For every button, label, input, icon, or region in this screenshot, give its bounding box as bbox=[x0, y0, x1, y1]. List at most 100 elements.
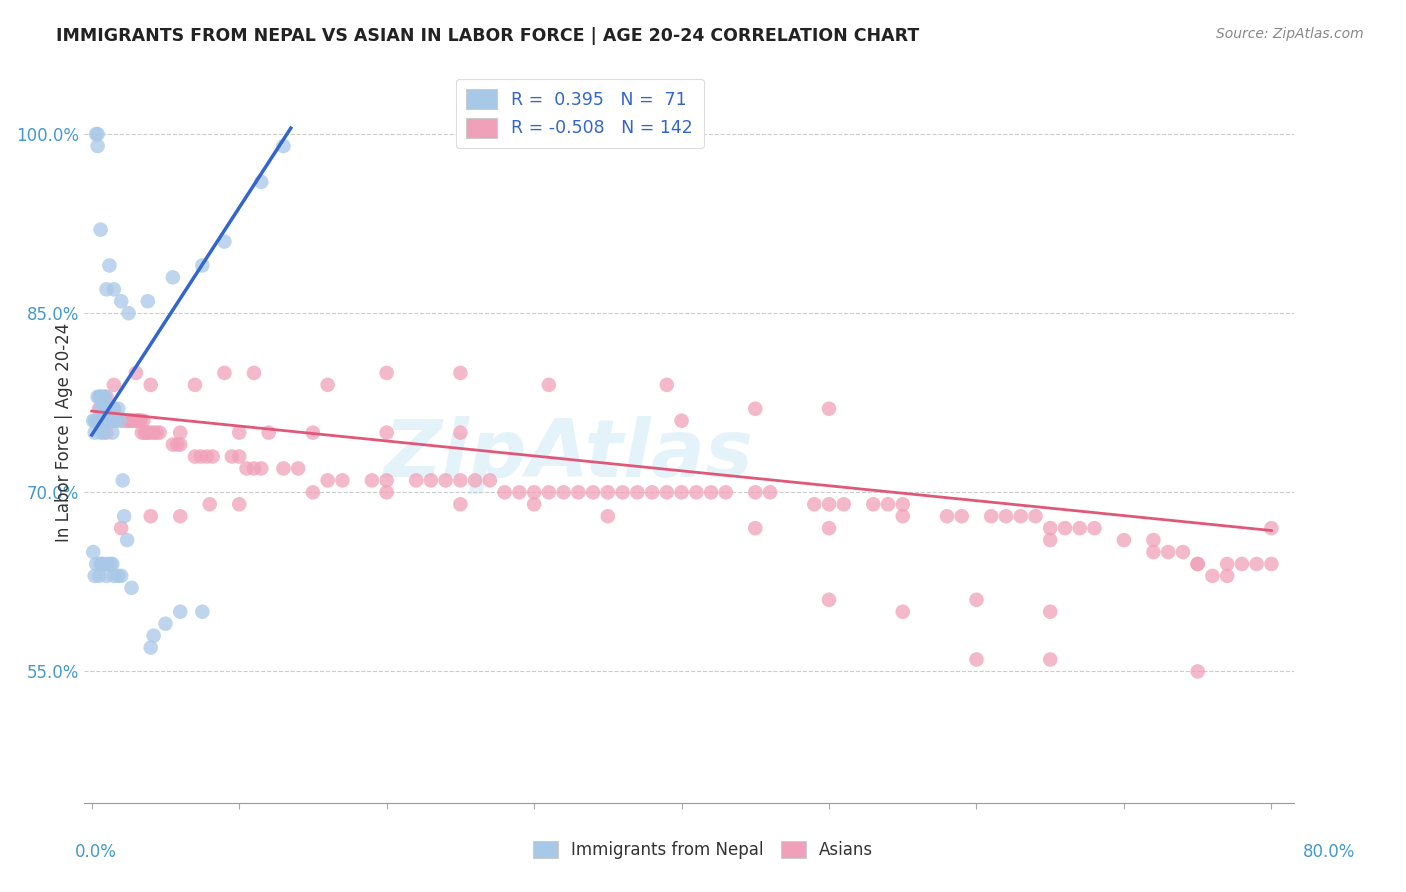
Point bbox=[169, 425, 191, 440]
Point bbox=[131, 425, 153, 440]
Point bbox=[107, 569, 129, 583]
Legend: R =  0.395   N =  71, R = -0.508   N = 142: R = 0.395 N = 71, R = -0.508 N = 142 bbox=[456, 78, 703, 148]
Point bbox=[537, 377, 560, 392]
Point bbox=[287, 461, 309, 475]
Point bbox=[91, 557, 114, 571]
Point bbox=[139, 640, 162, 655]
Point bbox=[91, 390, 114, 404]
Point bbox=[1039, 521, 1062, 535]
Point bbox=[111, 414, 134, 428]
Point bbox=[243, 366, 266, 380]
Point bbox=[184, 450, 207, 464]
Point bbox=[97, 414, 120, 428]
Point bbox=[596, 509, 619, 524]
Point bbox=[128, 414, 150, 428]
Point bbox=[90, 414, 112, 428]
Point bbox=[228, 497, 250, 511]
Point bbox=[135, 425, 157, 440]
Point bbox=[139, 377, 162, 392]
Point bbox=[434, 474, 457, 488]
Point bbox=[148, 425, 170, 440]
Point bbox=[316, 474, 339, 488]
Point bbox=[1053, 521, 1076, 535]
Point bbox=[142, 629, 165, 643]
Point bbox=[537, 485, 560, 500]
Point bbox=[96, 569, 118, 583]
Point bbox=[1201, 569, 1223, 583]
Point bbox=[818, 521, 841, 535]
Point bbox=[93, 414, 115, 428]
Point bbox=[449, 474, 471, 488]
Point bbox=[110, 569, 132, 583]
Point bbox=[100, 557, 122, 571]
Point bbox=[162, 437, 184, 451]
Point bbox=[228, 425, 250, 440]
Point bbox=[91, 414, 114, 428]
Point bbox=[120, 414, 142, 428]
Point bbox=[142, 425, 165, 440]
Point bbox=[139, 425, 162, 440]
Point bbox=[84, 557, 107, 571]
Point bbox=[994, 509, 1017, 524]
Point bbox=[93, 425, 115, 440]
Point bbox=[169, 509, 191, 524]
Point bbox=[84, 127, 107, 141]
Point bbox=[96, 414, 118, 428]
Point bbox=[257, 425, 280, 440]
Text: 0.0%: 0.0% bbox=[75, 843, 117, 861]
Point bbox=[1260, 521, 1282, 535]
Point bbox=[818, 497, 841, 511]
Point bbox=[145, 425, 167, 440]
Point bbox=[655, 485, 678, 500]
Point bbox=[966, 652, 988, 666]
Point bbox=[86, 390, 108, 404]
Point bbox=[523, 485, 546, 500]
Point bbox=[191, 605, 214, 619]
Point bbox=[90, 425, 112, 440]
Point bbox=[221, 450, 243, 464]
Point bbox=[121, 414, 143, 428]
Point bbox=[107, 401, 129, 416]
Point bbox=[93, 390, 115, 404]
Point bbox=[101, 414, 124, 428]
Point bbox=[96, 425, 118, 440]
Point bbox=[832, 497, 855, 511]
Point bbox=[82, 545, 104, 559]
Point bbox=[1142, 545, 1164, 559]
Point bbox=[1246, 557, 1268, 571]
Point bbox=[375, 485, 398, 500]
Point bbox=[803, 497, 825, 511]
Point bbox=[110, 521, 132, 535]
Point bbox=[136, 294, 159, 309]
Point bbox=[818, 592, 841, 607]
Text: Source: ZipAtlas.com: Source: ZipAtlas.com bbox=[1216, 27, 1364, 41]
Point bbox=[98, 259, 121, 273]
Point bbox=[891, 497, 914, 511]
Point bbox=[375, 425, 398, 440]
Point bbox=[375, 474, 398, 488]
Point bbox=[1010, 509, 1032, 524]
Point bbox=[302, 485, 325, 500]
Point bbox=[90, 401, 112, 416]
Point bbox=[201, 450, 224, 464]
Point bbox=[111, 474, 134, 488]
Point bbox=[1024, 509, 1046, 524]
Point bbox=[129, 414, 152, 428]
Point bbox=[91, 401, 114, 416]
Point bbox=[87, 390, 110, 404]
Y-axis label: In Labor Force | Age 20-24: In Labor Force | Age 20-24 bbox=[55, 323, 73, 542]
Point bbox=[862, 497, 884, 511]
Point bbox=[250, 175, 273, 189]
Text: ZipAtlas: ZipAtlas bbox=[382, 416, 754, 494]
Point bbox=[124, 414, 146, 428]
Point bbox=[936, 509, 959, 524]
Point bbox=[523, 497, 546, 511]
Point bbox=[375, 366, 398, 380]
Point bbox=[1039, 652, 1062, 666]
Point bbox=[626, 485, 648, 500]
Point bbox=[567, 485, 589, 500]
Point bbox=[90, 222, 112, 236]
Point bbox=[169, 605, 191, 619]
Point bbox=[361, 474, 384, 488]
Point bbox=[100, 414, 122, 428]
